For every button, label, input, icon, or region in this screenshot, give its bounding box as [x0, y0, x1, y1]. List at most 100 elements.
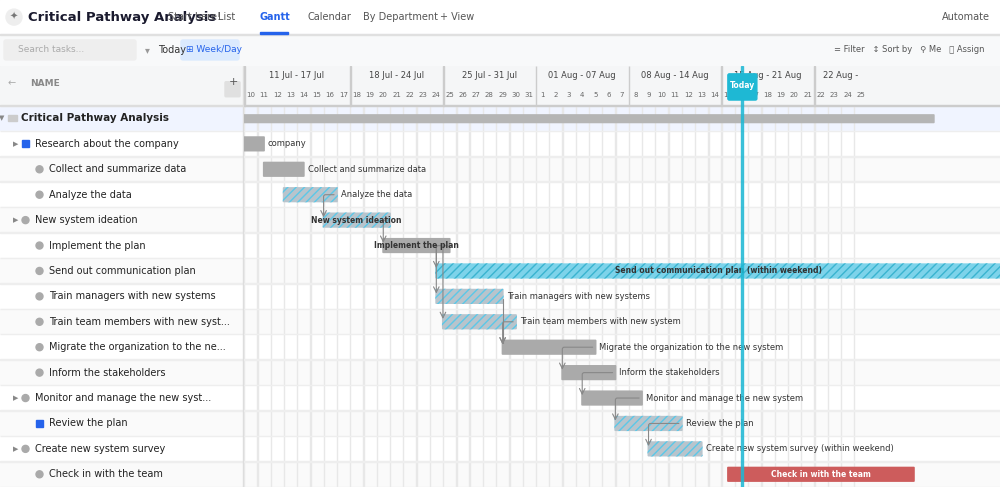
Text: New system ideation: New system ideation [311, 216, 402, 225]
Bar [0, 106, 244, 131]
Bar [0, 157, 244, 182]
Bar [0, 0, 1000, 34]
Text: Research about the company: Research about the company [35, 139, 179, 149]
Text: Start here!: Start here! [168, 12, 221, 22]
FancyBboxPatch shape [435, 263, 1000, 279]
Circle shape [22, 394, 29, 402]
Text: 18 Jul - 24 Jul: 18 Jul - 24 Jul [369, 71, 424, 80]
Bar [244, 359, 1000, 360]
Text: 4: 4 [580, 92, 584, 97]
Bar [244, 411, 1000, 436]
Bar [244, 131, 1000, 157]
Text: 17: 17 [750, 92, 759, 97]
Text: 20: 20 [790, 92, 799, 97]
Text: 22: 22 [817, 92, 825, 97]
Bar [8, 115, 17, 121]
Bar [244, 157, 1000, 182]
Circle shape [36, 242, 43, 249]
Circle shape [36, 166, 43, 173]
Bar [244, 207, 1000, 233]
FancyBboxPatch shape [727, 467, 915, 482]
FancyBboxPatch shape [283, 187, 338, 202]
Text: + View: + View [440, 12, 474, 22]
Text: 19: 19 [777, 92, 786, 97]
Text: Calendar: Calendar [308, 12, 352, 22]
FancyBboxPatch shape [561, 365, 616, 380]
Circle shape [22, 446, 29, 452]
Bar [244, 436, 1000, 462]
Text: Monitor and manage the new syst...: Monitor and manage the new syst... [35, 393, 211, 403]
Text: 13: 13 [286, 92, 295, 97]
Text: 14: 14 [710, 92, 719, 97]
Text: 19: 19 [366, 92, 374, 97]
Text: Create new system survey: Create new system survey [35, 444, 165, 454]
Bar [0, 436, 244, 462]
Text: 22: 22 [405, 92, 414, 97]
Text: 23: 23 [830, 92, 839, 97]
Text: 7: 7 [620, 92, 624, 97]
Bar [0, 334, 244, 335]
Text: NAME: NAME [30, 79, 60, 88]
Bar [0, 410, 244, 411]
Text: Implement the plan: Implement the plan [374, 241, 459, 250]
Bar [22, 140, 29, 148]
FancyBboxPatch shape [648, 441, 703, 456]
Bar [244, 335, 1000, 360]
Text: 29: 29 [498, 92, 507, 97]
Bar [0, 461, 244, 462]
Text: ▶: ▶ [13, 446, 19, 452]
Text: Collect and summarize data: Collect and summarize data [308, 165, 426, 174]
Text: 1: 1 [540, 92, 545, 97]
Bar [36, 420, 43, 427]
Bar [0, 131, 244, 157]
Text: List: List [218, 12, 235, 22]
Text: 9: 9 [646, 92, 651, 97]
Circle shape [36, 318, 43, 325]
Bar [244, 283, 1000, 309]
Text: Train team members with new syst...: Train team members with new syst... [49, 317, 230, 327]
Bar [0, 411, 244, 436]
Text: 12: 12 [273, 92, 282, 97]
Bar [244, 385, 1000, 411]
FancyBboxPatch shape [4, 40, 136, 60]
Text: 10: 10 [246, 92, 255, 97]
Text: 20: 20 [379, 92, 388, 97]
FancyBboxPatch shape [243, 136, 265, 151]
FancyBboxPatch shape [435, 289, 504, 304]
Text: 18: 18 [352, 92, 361, 97]
Text: 15 Aug - 21 Aug: 15 Aug - 21 Aug [734, 71, 802, 80]
Text: 18: 18 [763, 92, 772, 97]
FancyBboxPatch shape [263, 162, 305, 177]
Bar [244, 461, 1000, 462]
Text: ⊞ Week/Day: ⊞ Week/Day [186, 45, 242, 55]
Text: = Filter   ↕ Sort by   ⚲ Me   👤 Assign: = Filter ↕ Sort by ⚲ Me 👤 Assign [834, 45, 985, 55]
Text: Train team members with new system: Train team members with new system [520, 318, 681, 326]
Bar [243, 66, 244, 487]
Text: 5: 5 [593, 92, 598, 97]
Text: 21: 21 [803, 92, 812, 97]
Text: Send out communication plan (within weekend): Send out communication plan (within week… [615, 266, 822, 276]
FancyBboxPatch shape [728, 74, 757, 100]
Text: Review the plan: Review the plan [49, 418, 128, 429]
Text: Inform the stakeholders: Inform the stakeholders [619, 368, 720, 377]
FancyBboxPatch shape [581, 391, 643, 406]
Text: Critical Pathway Analysis: Critical Pathway Analysis [28, 11, 216, 23]
Text: 15: 15 [313, 92, 321, 97]
Bar [260, 32, 288, 34]
Bar [0, 360, 244, 385]
Bar [0, 182, 244, 207]
Text: 8: 8 [633, 92, 638, 97]
Text: Migrate the organization to the ne...: Migrate the organization to the ne... [49, 342, 226, 352]
Text: Gantt: Gantt [260, 12, 291, 22]
Circle shape [36, 267, 43, 275]
Text: 25 Jul - 31 Jul: 25 Jul - 31 Jul [462, 71, 517, 80]
Circle shape [36, 191, 43, 198]
Text: 31: 31 [525, 92, 534, 97]
Text: Train managers with new systems: Train managers with new systems [49, 291, 216, 301]
Bar [0, 283, 244, 309]
Circle shape [6, 9, 22, 25]
FancyBboxPatch shape [502, 339, 596, 355]
Text: ✦: ✦ [10, 12, 18, 22]
Text: Search tasks...: Search tasks... [18, 45, 84, 55]
Text: Implement the plan: Implement the plan [49, 241, 146, 250]
